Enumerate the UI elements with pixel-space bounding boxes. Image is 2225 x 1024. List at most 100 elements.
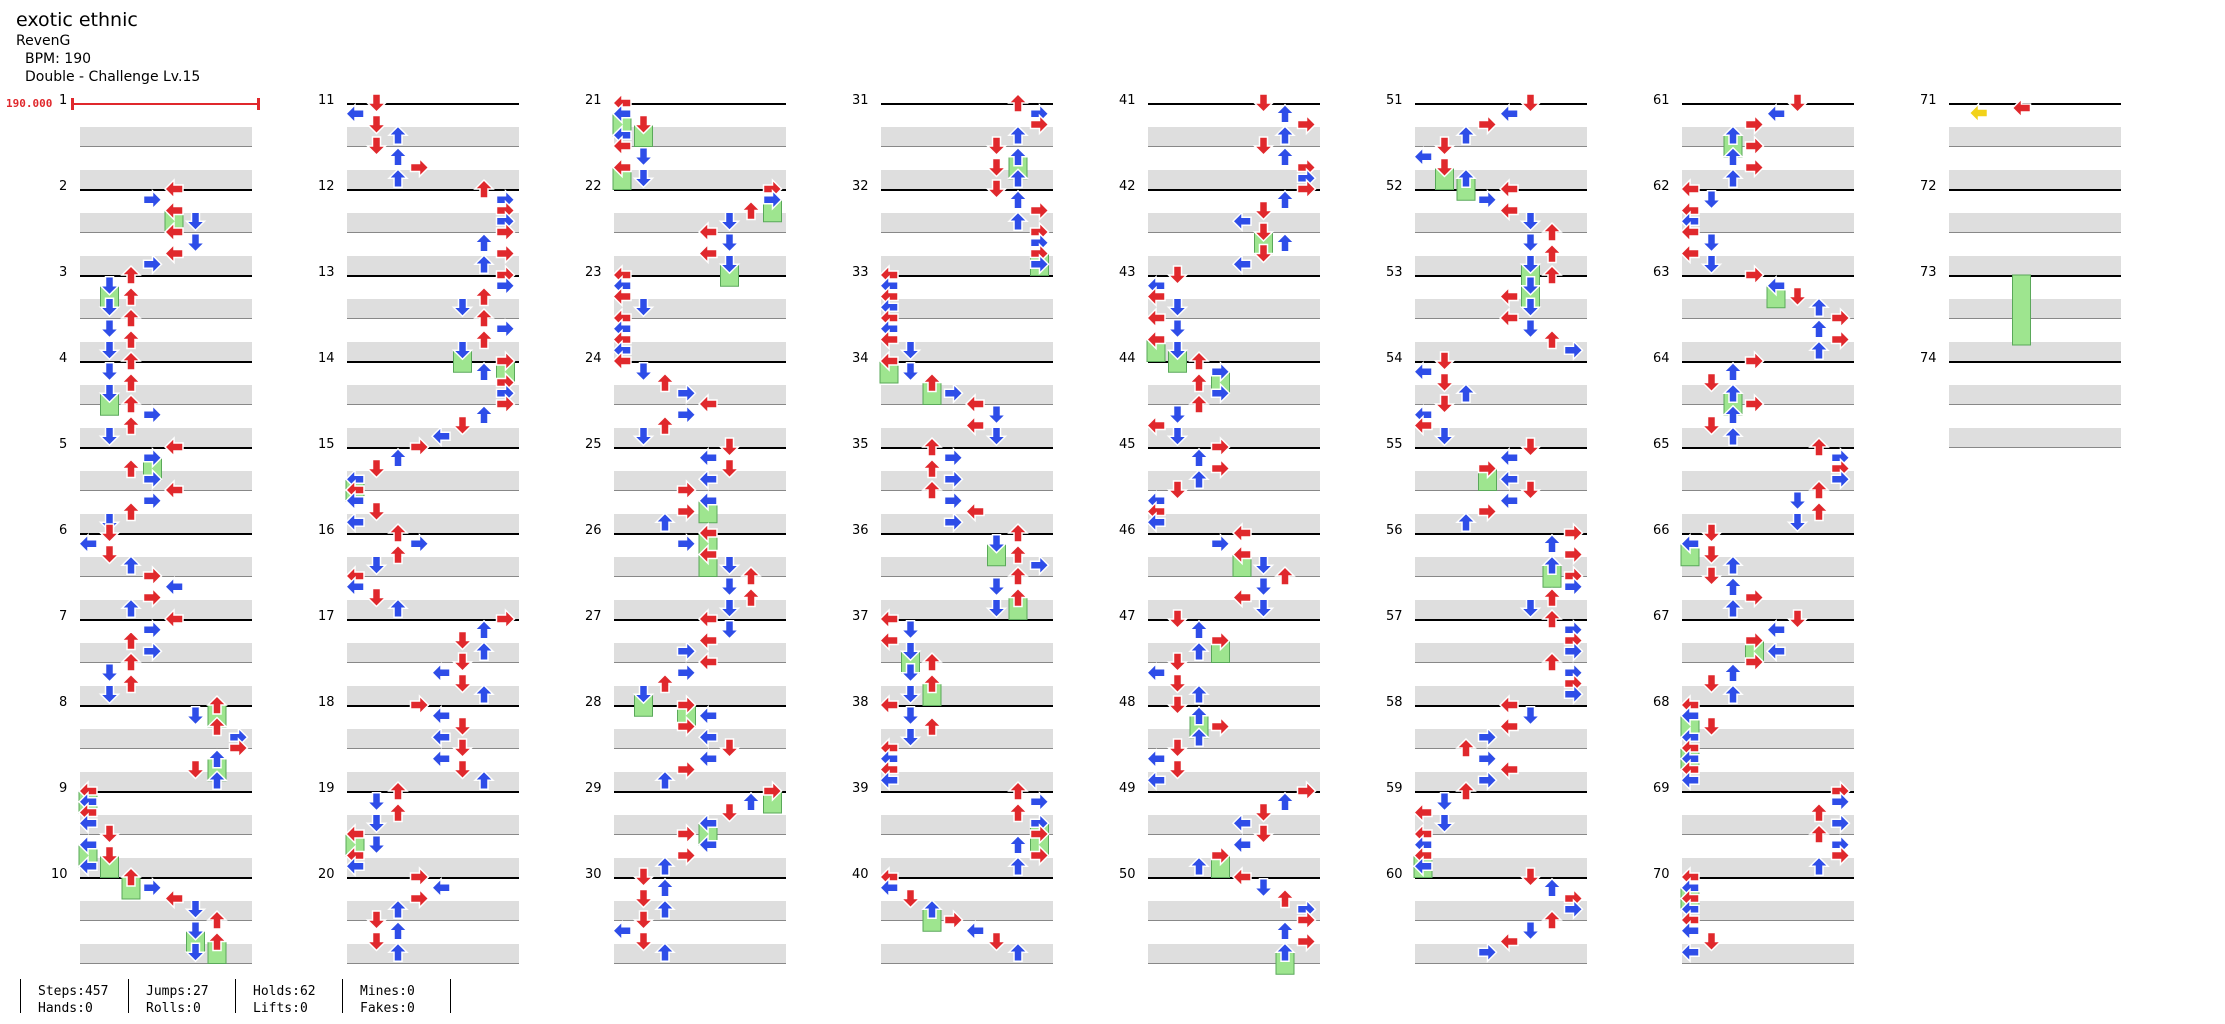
measure-number: 25 xyxy=(585,437,602,452)
jumps-count: Jumps:27 xyxy=(146,984,209,999)
measure-number: 46 xyxy=(1119,523,1136,538)
arrow-icon xyxy=(921,716,943,737)
arrow-icon xyxy=(1498,694,1519,716)
arrow-icon xyxy=(1166,652,1189,673)
arrow-icon xyxy=(1808,297,1830,317)
measure-number: 36 xyxy=(852,523,869,538)
arrow-icon xyxy=(98,297,121,318)
beat-line xyxy=(80,662,252,663)
arrow-icon xyxy=(1166,405,1189,425)
arrow-icon xyxy=(163,887,184,910)
beat-line xyxy=(881,232,1053,233)
arrow-icon xyxy=(473,770,495,790)
arrow-icon xyxy=(1722,576,1744,597)
arrow-icon xyxy=(430,876,451,899)
stats-divider xyxy=(342,979,343,1013)
arrow-icon xyxy=(1477,769,1498,792)
arrow-icon xyxy=(163,178,184,200)
beat-band xyxy=(1148,471,1320,491)
arrow-icon xyxy=(1679,919,1700,942)
beat-band xyxy=(347,514,519,534)
beat-band xyxy=(347,385,519,405)
arrow-icon xyxy=(1808,823,1830,844)
arrow-icon xyxy=(77,812,98,835)
arrow-icon xyxy=(1274,189,1296,210)
arrow-icon xyxy=(1007,168,1029,188)
arrow-icon xyxy=(1145,769,1166,792)
beat-band xyxy=(1949,385,2121,405)
measure-line xyxy=(614,103,786,105)
arrow-icon xyxy=(676,532,697,555)
beat-band xyxy=(347,256,519,276)
measure-line xyxy=(614,447,786,449)
arrow-icon xyxy=(1744,629,1765,652)
arrow-icon xyxy=(1455,125,1477,145)
beat-band xyxy=(80,256,252,276)
beat-band xyxy=(80,815,252,835)
measure-line xyxy=(1415,361,1587,363)
arrow-icon xyxy=(611,102,632,125)
arrow-icon xyxy=(718,738,741,759)
beat-line xyxy=(881,748,1053,749)
beat-band xyxy=(881,514,1053,534)
measure-number: 43 xyxy=(1119,265,1136,280)
beat-line xyxy=(614,318,786,319)
arrow-icon xyxy=(899,684,922,705)
arrow-icon xyxy=(1166,340,1189,361)
arrow-icon xyxy=(1274,791,1296,812)
arrow-icon xyxy=(473,619,495,640)
measure-line xyxy=(80,877,252,879)
arrow-icon xyxy=(1830,812,1851,835)
arrow-icon xyxy=(206,716,228,737)
beat-band xyxy=(1148,127,1320,147)
arrow-icon xyxy=(1722,168,1744,188)
arrow-icon xyxy=(1007,544,1029,565)
arrow-icon xyxy=(1296,178,1317,200)
beat-band xyxy=(347,858,519,878)
arrow-icon xyxy=(1231,543,1252,566)
arrow-icon xyxy=(430,726,451,749)
arrow-icon xyxy=(1830,844,1851,867)
arrow-icon xyxy=(142,468,163,491)
beat-band xyxy=(614,428,786,448)
bpm-label: BPM: 190 xyxy=(25,51,92,67)
arrow-icon xyxy=(697,608,718,630)
arrow-icon xyxy=(1433,394,1456,415)
beat-band xyxy=(80,514,252,534)
arrow-icon xyxy=(964,393,985,415)
arrow-icon xyxy=(899,340,922,361)
arrow-icon xyxy=(184,899,207,920)
lifts-count: Lifts:0 xyxy=(253,1001,308,1016)
beat-band xyxy=(614,514,786,534)
measure-line xyxy=(881,619,1053,621)
measure-number: 33 xyxy=(852,265,869,280)
measure-line xyxy=(614,877,786,879)
arrow-icon xyxy=(1455,737,1477,758)
beat-band xyxy=(80,686,252,706)
measure-number: 50 xyxy=(1119,867,1136,882)
measure-line xyxy=(1148,705,1320,707)
arrow-icon xyxy=(1188,856,1210,876)
beat-band xyxy=(614,600,786,620)
arrow-icon xyxy=(697,704,718,727)
arrow-icon xyxy=(365,501,388,522)
measure-number: 61 xyxy=(1653,93,1670,108)
arrow-icon xyxy=(1166,297,1189,318)
arrow-icon xyxy=(430,425,451,448)
arrow-icon xyxy=(1744,156,1765,179)
beat-line xyxy=(881,834,1053,835)
arrow-icon xyxy=(206,748,228,769)
arrow-icon xyxy=(1007,780,1029,801)
arrow-icon xyxy=(1188,727,1210,747)
arrow-icon xyxy=(654,877,676,898)
arrow-icon xyxy=(1007,856,1029,876)
arrow-icon xyxy=(1541,221,1563,242)
arrow-icon xyxy=(163,479,184,501)
measure-number: 55 xyxy=(1386,437,1403,452)
measure-number: 62 xyxy=(1653,179,1670,194)
beat-band xyxy=(881,471,1053,491)
arrow-icon xyxy=(495,393,516,415)
arrow-icon xyxy=(1252,878,1275,898)
arrow-icon xyxy=(1722,684,1744,704)
arrow-icon xyxy=(718,802,741,823)
